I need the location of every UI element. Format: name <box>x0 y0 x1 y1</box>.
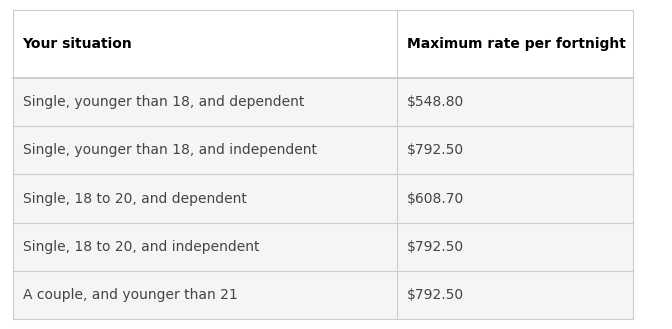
Bar <box>13 271 633 319</box>
Bar <box>13 10 633 78</box>
Bar <box>13 223 633 271</box>
Text: Single, younger than 18, and independent: Single, younger than 18, and independent <box>23 143 317 157</box>
Text: $792.50: $792.50 <box>407 288 464 302</box>
Text: Single, 18 to 20, and dependent: Single, 18 to 20, and dependent <box>23 191 247 206</box>
Bar <box>13 78 633 126</box>
Text: $792.50: $792.50 <box>407 240 464 254</box>
Bar <box>13 126 633 174</box>
Text: Maximum rate per fortnight: Maximum rate per fortnight <box>407 37 626 51</box>
Text: A couple, and younger than 21: A couple, and younger than 21 <box>23 288 237 302</box>
Text: Single, 18 to 20, and independent: Single, 18 to 20, and independent <box>23 240 259 254</box>
Text: $548.80: $548.80 <box>407 95 464 109</box>
Bar <box>13 174 633 223</box>
Text: Single, younger than 18, and dependent: Single, younger than 18, and dependent <box>23 95 304 109</box>
Text: Your situation: Your situation <box>23 37 132 51</box>
Text: $792.50: $792.50 <box>407 143 464 157</box>
Text: $608.70: $608.70 <box>407 191 464 206</box>
